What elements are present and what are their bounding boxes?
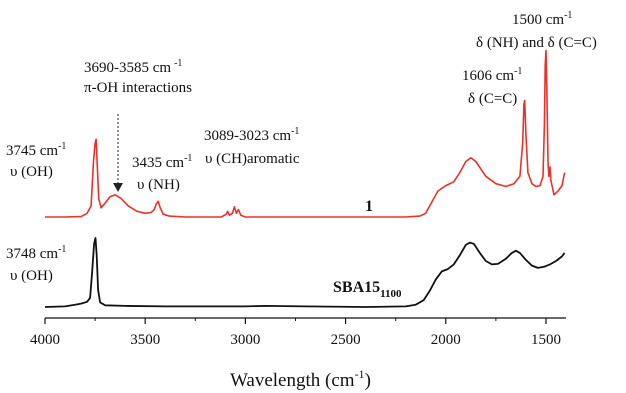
annotation-red-oh-wavenumber: 3745 cm-1 xyxy=(6,141,66,159)
sample-label-sba15: SBA151100 xyxy=(333,279,402,300)
x-tick-label-3500: 3500 xyxy=(130,332,160,348)
annotation-red-oh-mode: υ (OH) xyxy=(10,164,53,180)
x-tick-label-2000: 2000 xyxy=(431,332,461,348)
x-axis-label: Wavelength (cm-1) xyxy=(230,367,371,391)
x-tick-label-4000: 4000 xyxy=(30,332,60,348)
x-tick-label-3000: 3000 xyxy=(230,332,260,348)
annotation-cc-mode: δ (C=C) xyxy=(468,91,517,107)
annotation-nhcc-mode: δ (NH) and δ (C=C) xyxy=(476,35,597,51)
x-tick-label-1500: 1500 xyxy=(531,332,561,348)
annotation-ch-mode: υ (CH)aromatic xyxy=(205,151,300,167)
annotation-nh-mode: υ (NH) xyxy=(137,177,180,193)
annotation-nh-wavenumber: 3435 cm-1 xyxy=(132,153,192,171)
annotation-cc-wavenumber: 1606 cm-1 xyxy=(462,66,522,84)
series-line-1 xyxy=(45,49,566,218)
x-tick-label-2500: 2500 xyxy=(331,332,361,348)
series-line-sba15 xyxy=(44,237,566,308)
x-ticks: 4000 3500 3000 2500 2000 1500 xyxy=(30,318,561,348)
annotation-pi-wavenumber: 3690-3585 cm -1 xyxy=(84,58,182,76)
sample-label-1: 1 xyxy=(365,198,373,215)
annotation-nhcc-wavenumber: 1500 cm-1 xyxy=(512,10,572,28)
annotation-black-oh-mode: υ (OH) xyxy=(10,268,53,284)
annotation-black-oh-wavenumber: 3748 cm-1 xyxy=(6,244,66,262)
annotation-pi-mode: π-OH interactions xyxy=(84,80,192,96)
annotation-ch-wavenumber: 3089-3023 cm-1 xyxy=(204,126,299,144)
annotation-arrowhead xyxy=(113,183,123,192)
